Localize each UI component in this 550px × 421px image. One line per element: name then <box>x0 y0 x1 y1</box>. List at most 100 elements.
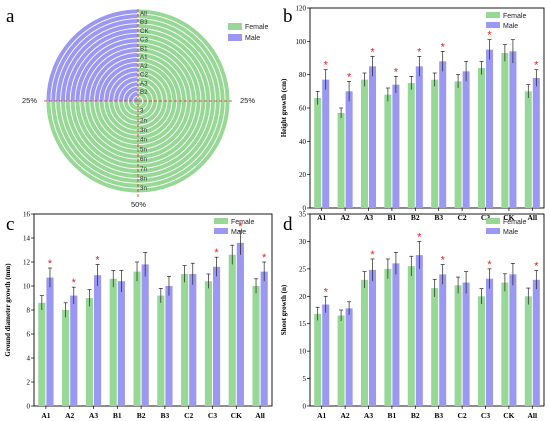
bar-female <box>454 285 462 406</box>
panel-b: b 0 20 40 60 80 100 120 Height growth (cm) A1 * A2 *… <box>280 5 545 222</box>
y-axis-label: Shoot growth (n) <box>280 284 288 335</box>
bar-female <box>407 266 415 406</box>
legend-label-male: Male <box>231 229 246 236</box>
x-tick-label: B2 <box>411 213 420 222</box>
bar-female <box>314 98 322 208</box>
y-tick-label: 80 <box>299 71 307 79</box>
bar-female <box>501 282 509 406</box>
x-tick-label: All <box>528 411 538 420</box>
bar-male <box>439 61 447 209</box>
bar-female <box>252 286 260 406</box>
x-tick-label: B2 <box>411 411 420 420</box>
significance-star: * <box>324 286 329 298</box>
bar-female <box>181 274 189 406</box>
bar-female <box>109 278 117 406</box>
ring-label: 3n <box>140 127 147 134</box>
significance-star: * <box>534 261 539 273</box>
x-tick-label: B2 <box>137 411 146 420</box>
bar-female <box>228 254 236 406</box>
significance-star: * <box>534 60 539 72</box>
x-tick-label: C3 <box>481 411 490 420</box>
y-tick-label: 10 <box>299 348 307 356</box>
bar-male <box>213 266 221 406</box>
legend-label-male: Male <box>503 229 518 236</box>
significance-star: * <box>417 46 422 58</box>
bar-male <box>345 91 353 208</box>
x-tick-label: All <box>255 411 265 420</box>
ring-label: B3 <box>140 19 148 26</box>
ring-label: 2n <box>140 117 147 124</box>
significance-star: * <box>347 71 352 83</box>
y-tick-label: 35 <box>299 211 307 219</box>
y-tick-label: 8 <box>27 307 31 315</box>
legend-swatch-female <box>228 23 242 30</box>
legend-label-male: Male <box>245 35 260 42</box>
ring-label: A2 <box>140 63 148 70</box>
ring-label: 3n <box>140 185 147 192</box>
x-tick-label: B1 <box>388 411 397 420</box>
bar-female <box>431 288 439 406</box>
bar-female <box>314 313 322 406</box>
legend-swatch-female <box>486 218 500 224</box>
plot-frame <box>309 7 545 209</box>
percent-label-bottom: 50% <box>131 200 146 209</box>
significance-star: * <box>95 254 100 266</box>
bar-female <box>384 94 392 208</box>
bar-male <box>439 274 447 406</box>
bar-male <box>189 274 197 406</box>
ring-label: C2 <box>140 72 148 79</box>
bar-female <box>360 79 368 209</box>
plot-frame <box>33 213 273 407</box>
bar-female <box>337 113 345 208</box>
ring-label: A1 <box>140 54 148 61</box>
y-tick-label: 60 <box>299 105 307 113</box>
y-tick-label: 12 <box>23 259 31 267</box>
bar-male <box>141 264 149 406</box>
legend-label-female: Female <box>231 219 254 226</box>
x-tick-label: B3 <box>161 411 170 420</box>
legend-swatch-male <box>214 228 228 234</box>
y-tick-label: 0 <box>303 205 307 213</box>
bar-male <box>369 269 377 406</box>
x-tick-label: B1 <box>388 213 397 222</box>
bar-female <box>524 91 532 208</box>
x-tick-label: C3 <box>208 411 217 420</box>
bar-female <box>62 310 70 406</box>
bar-male <box>117 281 125 406</box>
bar-male <box>392 263 400 406</box>
bar-male <box>46 277 54 406</box>
significance-star: * <box>370 46 375 58</box>
significance-star: * <box>417 231 422 243</box>
bar-male <box>70 295 78 406</box>
x-tick-label: A1 <box>317 213 326 222</box>
bar-male <box>236 242 244 406</box>
y-tick-label: 6 <box>27 331 31 339</box>
bar-male <box>532 78 540 208</box>
x-tick-label: C2 <box>184 411 193 420</box>
bar-female <box>157 295 165 406</box>
significance-star: * <box>487 30 492 42</box>
x-tick-label: All <box>528 213 538 222</box>
x-tick-label: A3 <box>364 213 373 222</box>
x-tick-label: B1 <box>113 411 122 420</box>
bar-male <box>165 286 173 406</box>
x-tick-label: B3 <box>434 411 443 420</box>
bar-male <box>260 271 268 406</box>
bar-female <box>360 279 368 406</box>
x-tick-label: A1 <box>41 411 50 420</box>
bar-female <box>454 81 462 208</box>
ring-label: B2 <box>140 89 148 96</box>
significance-star: * <box>487 259 492 271</box>
x-tick-label: C2 <box>458 213 467 222</box>
bar-male <box>462 71 470 208</box>
y-tick-label: 10 <box>23 283 31 291</box>
legend-label-female: Female <box>503 219 526 226</box>
plot-frame <box>309 213 545 407</box>
legend-swatch-male <box>486 228 500 234</box>
significance-star: * <box>394 66 399 78</box>
ring-label: A3 <box>140 80 148 87</box>
x-tick-label: A2 <box>341 213 350 222</box>
y-tick-label: 40 <box>299 138 307 146</box>
